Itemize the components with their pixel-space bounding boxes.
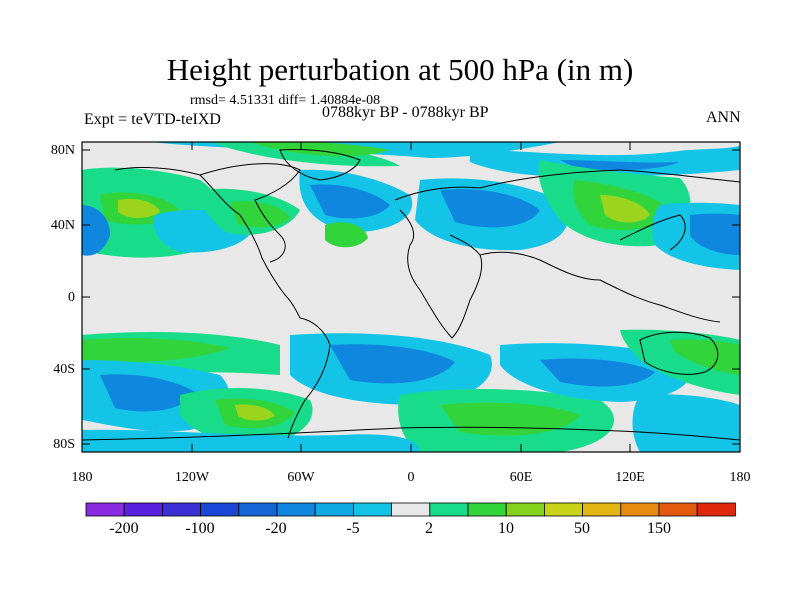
colorbar-swatch (161, 502, 201, 517)
colorbar-swatch (696, 502, 736, 517)
australia-core-green (670, 339, 740, 375)
south-pacific-core-blue (100, 374, 195, 412)
colorbar-swatch (200, 502, 240, 517)
indian-ocean-core-blue (540, 358, 655, 387)
east-asia-coast (619, 214, 686, 251)
period-subtitle: 0788kyr BP - 0788kyr BP (322, 104, 489, 121)
colorbar-swatch (467, 502, 507, 517)
x-tick-label: 0 (408, 470, 415, 485)
antarctica-coast (82, 426, 740, 441)
canada-coast (199, 163, 301, 263)
colorbar-swatch (620, 502, 660, 517)
stats-subtitle: rmsd= 4.51331 diff= 1.40884e-08 (190, 93, 381, 108)
north-atlantic-core-blue (310, 184, 390, 219)
colorbar-swatch (544, 502, 584, 517)
coastlines (82, 149, 740, 441)
map-title: Height perturbation at 500 hPa (in m) (166, 52, 634, 87)
greenland-coast (279, 149, 361, 181)
colorbar-label: -20 (265, 520, 286, 537)
y-tick-label: 40S (53, 362, 75, 377)
colorbar-label: 2 (425, 520, 433, 537)
south-america-coast (287, 317, 331, 439)
colorbar-swatch (391, 502, 431, 517)
y-tick-label: 0 (68, 290, 75, 305)
greenland-core-patch (250, 142, 390, 157)
colorbar-swatch (582, 502, 622, 517)
south-asia-coast (479, 251, 721, 323)
x-tick-label: 180 (72, 470, 93, 485)
colorbar-label: 150 (647, 520, 671, 537)
colorbar-label: 10 (498, 520, 514, 537)
y-tick-label: 80S (53, 437, 75, 452)
colorbar-swatch (352, 502, 392, 517)
x-tick-label: 120W (175, 470, 210, 485)
x-tick-label: 60W (287, 470, 315, 485)
y-tick-label: 80N (51, 143, 75, 158)
south-west-pacific-blue (632, 394, 740, 452)
colorbar-swatch (238, 502, 278, 517)
colorbar-swatch (123, 502, 163, 517)
x-tick-label: 120E (615, 470, 645, 485)
antarctic-blue-band (82, 429, 420, 452)
dateline-blue (82, 205, 110, 256)
colorbar-swatch (429, 502, 469, 517)
eurasia-core-blue (440, 188, 540, 228)
x-tick-label: 180 (730, 470, 751, 485)
siberia-core-blue (560, 160, 680, 171)
colorbar-label: 50 (574, 520, 590, 537)
canada-core-green (230, 201, 290, 228)
colorbar-label: -200 (109, 520, 138, 537)
colorbar-swatch (276, 502, 316, 517)
south-america-yellow (235, 404, 275, 421)
east-asia-yellow (600, 195, 650, 223)
season-label: ANN (706, 109, 741, 126)
colorbar-swatch (314, 502, 354, 517)
australia-coast (639, 331, 719, 375)
south-pacific-core-green (82, 338, 230, 363)
colorbar-swatch (85, 502, 125, 517)
x-tick-label: 60E (510, 470, 533, 485)
west-pacific-core-blue (690, 213, 740, 255)
colorbar-label: -100 (185, 520, 214, 537)
colorbar-swatch (505, 502, 545, 517)
north-america-coast (114, 167, 301, 319)
north-pacific-yellow (118, 198, 160, 218)
contour-field (82, 142, 740, 452)
colorbar-label: -5 (346, 520, 359, 537)
eurasia-north-coast (394, 169, 740, 201)
south-atlantic-core-blue (330, 344, 455, 384)
greenland-green-patch (210, 142, 400, 167)
atlantic-green-patch (325, 222, 368, 248)
axis-ticks (81, 142, 741, 452)
y-tick-label: 40N (51, 218, 75, 233)
colorbar-swatch (658, 502, 698, 517)
colorbar (85, 502, 736, 517)
experiment-label: Expt = teVTD-teIXD (84, 111, 221, 128)
